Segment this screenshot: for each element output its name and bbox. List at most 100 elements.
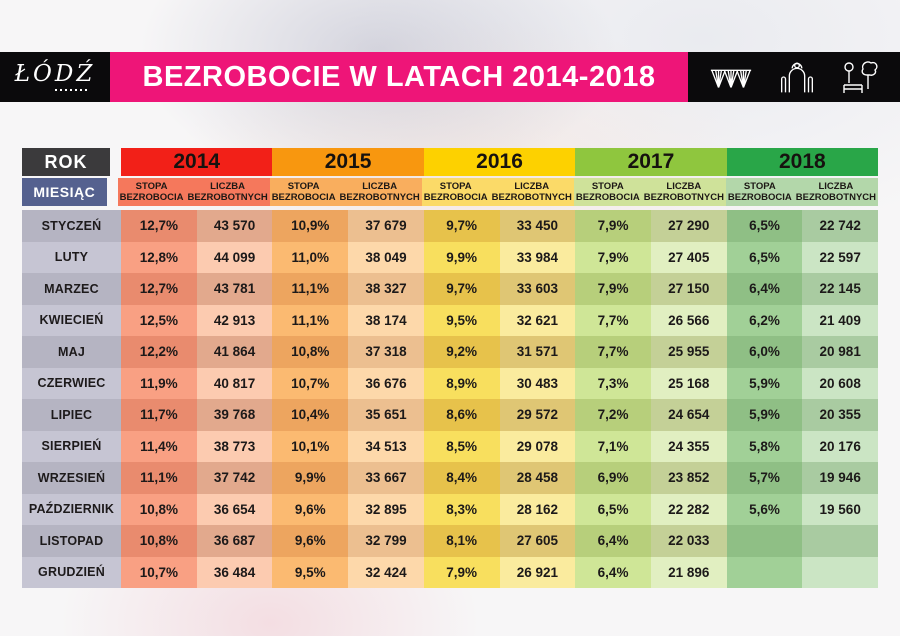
year-group-2016: 9,5% 32 621 — [423, 304, 576, 336]
year-group-2014: 10,8% 36 654 — [121, 493, 273, 525]
cell-2015-liczba: 32 799 — [348, 525, 424, 557]
year-group-2016: 8,1% 27 605 — [423, 525, 576, 557]
cell-2018-liczba — [802, 556, 879, 588]
cell-2017-stopa: 7,3% — [575, 367, 651, 399]
year-group-2018: 6,5% 22 742 — [726, 210, 879, 242]
subheader-liczba: LICZBA BEZROBOTNYCH — [185, 178, 270, 206]
cell-2016-stopa: 8,5% — [423, 430, 500, 462]
cell-2017-stopa: 6,4% — [575, 525, 651, 557]
cell-2017-stopa: 7,9% — [575, 241, 651, 273]
year-group-2016: 9,2% 31 571 — [423, 336, 576, 368]
cell-2016-stopa: 8,9% — [423, 367, 500, 399]
cell-2015-liczba: 38 327 — [348, 273, 424, 305]
cell-2016-stopa: 8,1% — [423, 525, 500, 557]
year-group-2017: 6,9% 23 852 — [575, 462, 727, 494]
cell-2014-liczba: 36 484 — [196, 556, 273, 588]
cell-2018-stopa: 5,9% — [726, 399, 803, 431]
cell-2015-stopa: 11,1% — [272, 273, 349, 305]
cell-2014-stopa: 12,7% — [121, 210, 197, 242]
year-header-groups: 2014 2015 2016 2017 2018 — [121, 148, 879, 176]
cell-2017-stopa: 7,9% — [575, 273, 651, 305]
cell-2014-liczba: 37 742 — [196, 462, 273, 494]
cell-2016-liczba: 29 078 — [499, 430, 576, 462]
miesiac-header-cell: MIESIĄC — [22, 178, 107, 206]
year-group-2016: 8,3% 28 162 — [423, 493, 576, 525]
cell-2015-stopa: 11,0% — [272, 241, 349, 273]
year-group-2015: 11,1% 38 174 — [272, 304, 424, 336]
cell-2017-stopa: 7,9% — [575, 210, 651, 242]
year-group-2018 — [726, 556, 879, 588]
year-group-2018: 6,2% 21 409 — [726, 304, 879, 336]
cell-2017-liczba: 25 955 — [650, 336, 727, 368]
metric-header-groups: STOPA BEZROBOCIA LICZBA BEZROBOTNYCH STOPA… — [117, 178, 878, 206]
year-group-2016: 9,7% 33 603 — [423, 273, 576, 305]
year-group-2014: 12,2% 41 864 — [121, 336, 273, 368]
cell-2018-liczba: 22 742 — [802, 210, 879, 242]
year-group-2014: 12,5% 42 913 — [121, 304, 273, 336]
cell-2017-stopa: 7,7% — [575, 304, 651, 336]
month-cell: MARZEC — [22, 273, 121, 305]
table-row: CZERWIEC 11,9% 40 817 10,7% 36 676 8,9% 30 483… — [22, 367, 879, 399]
cell-2014-stopa: 11,7% — [121, 399, 197, 431]
cell-2015-liczba: 36 676 — [348, 367, 424, 399]
cell-2016-stopa: 7,9% — [423, 556, 500, 588]
cell-2014-liczba: 44 099 — [196, 241, 273, 273]
subheader-stopa: STOPA BEZROBOCIA — [421, 178, 490, 206]
cell-2014-liczba: 39 768 — [196, 399, 273, 431]
year-group-2016: 7,9% 26 921 — [423, 556, 576, 588]
cell-2014-liczba: 43 781 — [196, 273, 273, 305]
cell-2018-stopa: 5,7% — [726, 462, 803, 494]
cell-2014-liczba: 41 864 — [196, 336, 273, 368]
cell-2018-liczba: 22 145 — [802, 273, 879, 305]
year-group-2014: 12,7% 43 570 — [121, 210, 273, 242]
year-group-2015: 9,5% 32 424 — [272, 556, 424, 588]
cell-2015-liczba: 34 513 — [348, 430, 424, 462]
month-cell: MAJ — [22, 336, 121, 368]
metric-group-2014: STOPA BEZROBOCIA LICZBA BEZROBOTNYCH — [117, 178, 270, 206]
cell-2018-stopa: 6,5% — [726, 241, 803, 273]
cell-2015-stopa: 9,6% — [272, 493, 349, 525]
cell-2018-liczba: 20 355 — [802, 399, 879, 431]
year-group-2017: 7,9% 27 405 — [575, 241, 727, 273]
cell-2015-stopa: 10,9% — [272, 210, 349, 242]
year-group-2014: 11,1% 37 742 — [121, 462, 273, 494]
cell-2015-stopa: 11,1% — [272, 304, 349, 336]
lodz-logo-subtext-marks — [55, 89, 89, 91]
cell-2015-liczba: 37 318 — [348, 336, 424, 368]
year-group-2017: 6,4% 21 896 — [575, 556, 727, 588]
cell-2014-stopa: 12,2% — [121, 336, 197, 368]
cell-2016-liczba: 32 621 — [499, 304, 576, 336]
cell-2016-liczba: 28 458 — [499, 462, 576, 494]
year-group-2016: 8,9% 30 483 — [423, 367, 576, 399]
subheader-stopa: STOPA BEZROBOCIA — [725, 178, 794, 206]
year-header-2015: 2015 — [272, 148, 424, 176]
year-group-2018: 5,7% 19 946 — [726, 462, 879, 494]
month-cell: LUTY — [22, 241, 121, 273]
cell-2018-liczba: 21 409 — [802, 304, 879, 336]
cell-2016-stopa: 9,9% — [423, 241, 500, 273]
subheader-liczba: LICZBA BEZROBOTNYCH — [337, 178, 422, 206]
cell-2016-liczba: 29 572 — [499, 399, 576, 431]
year-group-2016: 9,9% 33 984 — [423, 241, 576, 273]
cell-2017-stopa: 7,2% — [575, 399, 651, 431]
cell-2014-stopa: 10,8% — [121, 493, 197, 525]
cell-2018-stopa: 5,9% — [726, 367, 803, 399]
cell-2015-stopa: 10,1% — [272, 430, 349, 462]
cell-2014-stopa: 11,9% — [121, 367, 197, 399]
subheader-liczba: LICZBA BEZROBOTNYCH — [793, 178, 878, 206]
table-row: LISTOPAD 10,8% 36 687 9,6% 32 799 8,1% 27 605 6… — [22, 525, 879, 557]
cell-2015-stopa: 10,4% — [272, 399, 349, 431]
month-cell: GRUDZIEŃ — [22, 556, 121, 588]
month-cell: WRZESIEŃ — [22, 462, 121, 494]
year-group-2017: 6,4% 22 033 — [575, 525, 727, 557]
cell-2017-liczba: 27 150 — [650, 273, 727, 305]
cell-2017-liczba: 25 168 — [650, 367, 727, 399]
cell-2014-liczba: 36 654 — [196, 493, 273, 525]
year-group-2018: 6,4% 22 145 — [726, 273, 879, 305]
table-row: MARZEC 12,7% 43 781 11,1% 38 327 9,7% 33 603 7,… — [22, 273, 879, 305]
cell-2017-liczba: 22 033 — [650, 525, 727, 557]
cell-2018-liczba: 20 176 — [802, 430, 879, 462]
cell-2014-stopa: 12,7% — [121, 273, 197, 305]
year-group-2015: 11,0% 38 049 — [272, 241, 424, 273]
cell-2015-liczba: 38 049 — [348, 241, 424, 273]
